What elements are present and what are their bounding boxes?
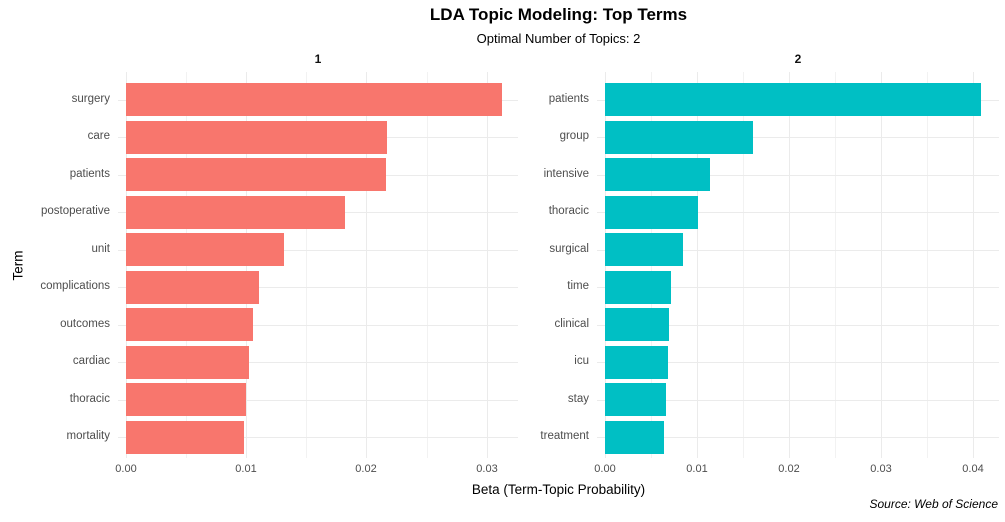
term-bar <box>126 196 345 229</box>
y-gridline <box>118 362 518 363</box>
term-label: mortality <box>66 430 110 442</box>
term-bar <box>605 233 683 266</box>
x-gridline-major <box>366 72 367 458</box>
term-bar <box>605 308 669 341</box>
x-gridline-major <box>973 72 974 458</box>
term-bar <box>605 421 664 454</box>
term-bar <box>126 421 244 454</box>
y-gridline <box>597 212 999 213</box>
y-gridline <box>118 400 518 401</box>
facet-panel-2 <box>597 72 999 458</box>
term-bar <box>126 158 386 191</box>
y-gridline <box>597 400 999 401</box>
term-bar <box>605 196 698 229</box>
y-gridline <box>118 250 518 251</box>
term-bar <box>126 308 253 341</box>
x-gridline-major <box>487 72 488 458</box>
x-gridline-minor <box>427 72 428 458</box>
term-bar <box>126 121 387 154</box>
x-gridline-major <box>881 72 882 458</box>
term-label: outcomes <box>60 318 110 330</box>
term-label: clinical <box>554 318 589 330</box>
term-bar <box>605 346 668 379</box>
term-label: intensive <box>543 168 589 180</box>
y-gridline <box>597 437 999 438</box>
y-gridline <box>597 137 999 138</box>
x-gridline-minor <box>927 72 928 458</box>
term-label: surgery <box>71 93 110 105</box>
facet-strip-label-2: 2 <box>794 52 802 66</box>
x-tick-label: 0.03 <box>476 463 498 475</box>
term-bar <box>126 346 249 379</box>
term-bar <box>605 83 981 116</box>
term-label: postoperative <box>40 205 110 217</box>
x-tick-label: 0.00 <box>594 463 616 475</box>
term-bar <box>605 121 753 154</box>
term-label: treatment <box>540 430 589 442</box>
x-tick-label: 0.01 <box>686 463 708 475</box>
y-gridline <box>597 362 999 363</box>
term-bar <box>126 271 259 304</box>
chart-title: LDA Topic Modeling: Top Terms <box>429 5 688 24</box>
y-gridline <box>597 287 999 288</box>
x-tick-label: 0.03 <box>870 463 892 475</box>
y-gridline <box>597 325 999 326</box>
term-label: care <box>87 130 110 142</box>
x-gridline-minor <box>306 72 307 458</box>
x-tick-label: 0.02 <box>778 463 800 475</box>
term-label: patients <box>69 168 110 180</box>
term-label: icu <box>574 355 589 367</box>
term-bar <box>126 233 284 266</box>
x-gridline-minor <box>743 72 744 458</box>
facet-panel-1 <box>118 72 518 458</box>
x-tick-label: 0.01 <box>235 463 257 475</box>
term-label: stay <box>567 393 589 405</box>
term-label: complications <box>40 280 110 292</box>
x-tick-label: 0.02 <box>355 463 377 475</box>
term-label: surgical <box>549 243 589 255</box>
term-label: group <box>559 130 589 142</box>
term-bar <box>126 83 502 116</box>
term-label: thoracic <box>69 393 110 405</box>
term-label: time <box>567 280 589 292</box>
term-label: unit <box>91 243 110 255</box>
term-bar <box>605 271 671 304</box>
x-gridline-minor <box>835 72 836 458</box>
x-tick-label: 0.04 <box>962 463 984 475</box>
y-gridline <box>597 250 999 251</box>
x-axis-title: Beta (Term-Topic Probability) <box>471 482 646 497</box>
term-bar <box>126 383 246 416</box>
term-bar <box>605 158 710 191</box>
term-label: thoracic <box>548 205 589 217</box>
y-gridline <box>597 175 999 176</box>
x-tick-label: 0.00 <box>115 463 137 475</box>
term-label: patients <box>548 93 589 105</box>
chart-subtitle: Optimal Number of Topics: 2 <box>476 31 641 46</box>
term-bar <box>605 383 666 416</box>
x-gridline-major <box>789 72 790 458</box>
y-gridline <box>118 287 518 288</box>
x-gridline-major <box>697 72 698 458</box>
y-gridline <box>118 437 518 438</box>
y-gridline <box>118 325 518 326</box>
facet-strip-label-1: 1 <box>314 52 322 66</box>
term-label: cardiac <box>72 355 110 367</box>
source-caption: Source: Web of Science <box>869 497 998 511</box>
